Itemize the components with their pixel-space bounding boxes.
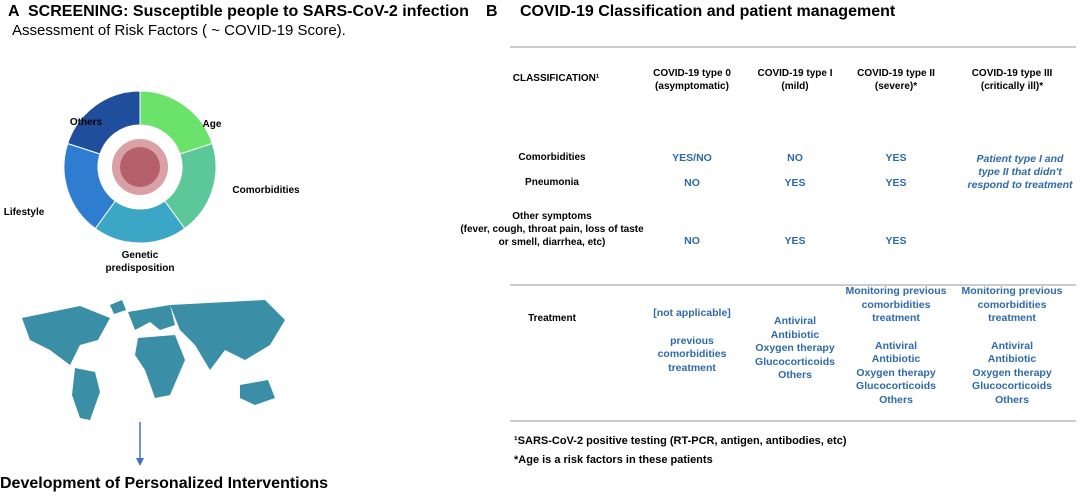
treatment-line: treatment: [668, 361, 716, 374]
merged-cell: respond to treatment: [967, 179, 1073, 191]
factor-label: Lifestyle: [3, 207, 45, 218]
treatment-line: Others: [879, 393, 913, 406]
treatment-line: Oxygen therapy: [972, 366, 1052, 379]
treatment-label: Treatment: [528, 313, 576, 324]
panel-letter: A: [8, 3, 20, 20]
factor-label: Age: [202, 119, 222, 130]
cell-value: YES: [784, 235, 806, 247]
treatment-line: Monitoring previous: [961, 285, 1063, 297]
panel-title: COVID-19 Classification and patient mana…: [520, 3, 896, 20]
column-header: COVID-19 type I: [757, 68, 833, 79]
treatment-line: Glucocorticoids: [972, 380, 1052, 392]
column-header: COVID-19 type 0: [653, 68, 731, 79]
row-label: Pneumonia: [525, 177, 579, 188]
panel-title: SCREENING: Susceptible people to SARS-Co…: [28, 3, 469, 20]
cell-value: NO: [787, 152, 803, 164]
factor-label: Comorbidities: [232, 185, 300, 196]
cell-value: NO: [684, 177, 700, 189]
footnote: *Age is a risk factors in these patients: [514, 454, 713, 466]
footnote: ¹SARS-CoV-2 positive testing (RT-PCR, an…: [514, 435, 847, 447]
factor-label: Others: [69, 117, 103, 128]
cell-value: YES: [885, 152, 907, 164]
column-header: (mild): [781, 81, 809, 92]
treatment-line: treatment: [988, 312, 1036, 324]
column-header: (critically ill)*: [980, 81, 1044, 92]
treatment-line: Monitoring previous: [845, 285, 947, 297]
treatment-line: Antiviral: [874, 339, 918, 352]
column-header: COVID-19 type III: [971, 68, 1053, 79]
cell-value: YES/NO: [672, 152, 712, 164]
column-header: COVID-19 type II: [857, 68, 935, 79]
treatment-line: Others: [995, 393, 1029, 406]
treatment-line: Oxygen therapy: [856, 366, 936, 379]
world-map: [22, 300, 285, 420]
merged-cell: Patient type I and: [976, 153, 1064, 165]
cell-value: YES: [784, 177, 806, 189]
column-header: (asymptomatic): [655, 81, 729, 92]
footer: Development of Personalized Intervention…: [0, 475, 329, 492]
treatment-line: Antiviral: [773, 315, 817, 327]
treatment-line: treatment: [872, 312, 920, 324]
donut-segment: [67, 90, 141, 155]
treatment-line: Antiviral: [990, 339, 1034, 352]
treatment-line: Glucocorticoids: [755, 355, 835, 368]
treatment-line: Antibiotic: [871, 353, 921, 365]
column-header: (severe)*: [874, 81, 918, 92]
donut: [63, 90, 217, 244]
panel-letter: B: [486, 3, 498, 20]
virus-core: [120, 147, 160, 187]
header-label: CLASSIFICATION¹: [512, 73, 600, 84]
row-label: (fever, cough, throat pain, loss of tast…: [460, 224, 644, 235]
cell-value: NO: [684, 235, 700, 247]
row-label: or smell, diarrhea, etc): [498, 237, 606, 248]
treatment-line: Antibiotic: [987, 353, 1037, 365]
treatment-line: comorbidities: [977, 298, 1047, 311]
cell-value: YES: [885, 177, 907, 189]
treatment-line: [not applicable]: [653, 307, 731, 319]
treatment-line: previous: [670, 334, 714, 347]
panel-subtitle: Assessment of Risk Factors ( ~ COVID-19 …: [12, 22, 346, 39]
row-label: Comorbidities: [518, 152, 586, 163]
treatment-line: Oxygen therapy: [755, 342, 835, 354]
treatment-line: comorbidities: [861, 298, 931, 311]
arrow-head: [136, 458, 144, 466]
treatment-line: comorbidities: [657, 348, 727, 360]
treatment-line: Antibiotic: [770, 328, 820, 341]
merged-cell: type II that didn't: [978, 166, 1062, 178]
cell-value: YES: [885, 235, 907, 247]
row-label: Other symptoms: [512, 211, 592, 222]
factor-label: predisposition: [105, 263, 175, 274]
factor-label: Genetic: [121, 250, 159, 261]
treatment-line: Others: [778, 369, 812, 381]
treatment-line: Glucocorticoids: [856, 380, 936, 392]
